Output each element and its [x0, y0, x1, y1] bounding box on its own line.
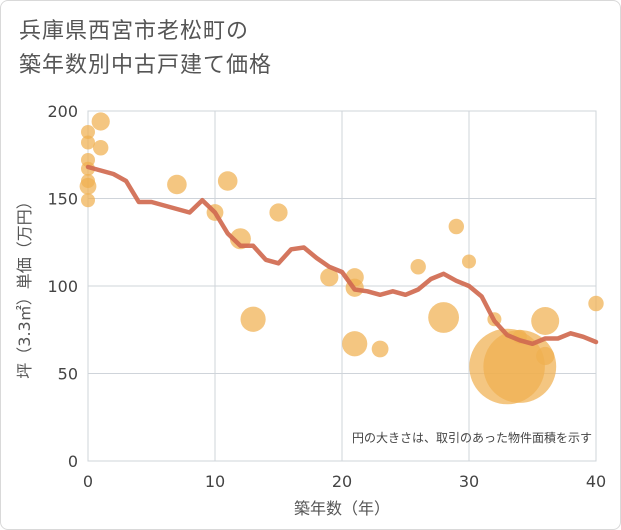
- x-tick-label: 0: [83, 472, 93, 491]
- x-tick-label: 20: [332, 472, 352, 491]
- data-bubble: [217, 171, 238, 191]
- y-tick-label: 150: [47, 190, 78, 209]
- y-tick-label: 200: [47, 102, 78, 121]
- trend-line-group: [85, 164, 599, 347]
- data-bubble: [371, 340, 389, 358]
- y-tick-label: 100: [47, 277, 78, 296]
- data-bubble: [342, 331, 368, 357]
- data-bubble: [240, 306, 266, 332]
- tick-labels: 0 10 20 30 40 0 50 100 150 200: [47, 102, 606, 491]
- data-bubble: [93, 140, 109, 156]
- data-bubble: [410, 259, 426, 275]
- x-tick-label: 40: [586, 472, 606, 491]
- data-bubble: [536, 346, 555, 366]
- data-bubble: [483, 330, 557, 403]
- grid: [88, 111, 596, 461]
- data-bubble: [428, 302, 459, 333]
- y-tick-label: 50: [58, 365, 78, 384]
- y-axis-title: 坪（3.3㎡）単価（万円）: [15, 193, 34, 378]
- data-bubble: [269, 203, 288, 222]
- data-bubble: [81, 125, 95, 139]
- data-bubble: [448, 218, 464, 235]
- chart-title-line-2: 築年数別中古戸建て価格: [19, 53, 273, 78]
- chart-note: 円の大きさは、取引のあった物件面積を示す: [352, 430, 592, 445]
- x-tick-label: 30: [459, 472, 479, 491]
- trend-line: [85, 164, 599, 347]
- chart-title-line-1: 兵庫県西宮市老松町の: [19, 19, 250, 44]
- data-bubble: [588, 295, 604, 312]
- y-tick-label: 0: [68, 452, 78, 471]
- data-bubble: [81, 135, 95, 150]
- data-bubble: [79, 177, 97, 195]
- data-bubble: [462, 254, 476, 269]
- x-tick-label: 10: [205, 472, 225, 491]
- data-bubble: [320, 268, 339, 287]
- data-bubble: [91, 112, 110, 131]
- data-bubble: [81, 193, 95, 208]
- data-bubble: [167, 174, 187, 195]
- x-axis-title: 築年数（年）: [294, 499, 390, 518]
- data-bubble: [531, 307, 560, 335]
- chart-title: 兵庫県西宮市老松町の 築年数別中古戸建て価格: [19, 15, 272, 83]
